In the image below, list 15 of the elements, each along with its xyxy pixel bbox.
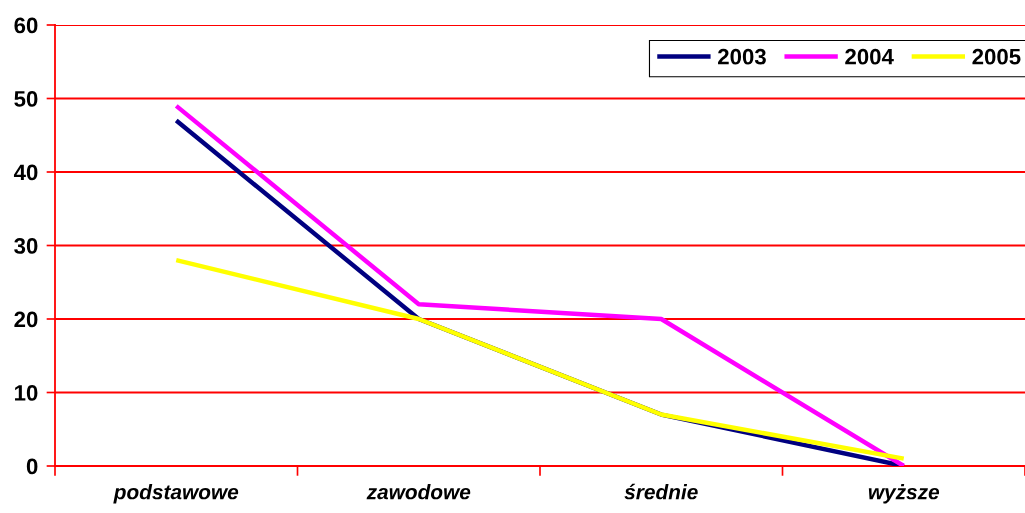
legend-label: 2004 bbox=[845, 48, 894, 65]
y-tick-label: 0 bbox=[26, 458, 38, 475]
legend-label: 2005 bbox=[972, 48, 1021, 65]
x-tick-label: podstawowe bbox=[113, 484, 239, 504]
x-tick-label: wyższe bbox=[868, 484, 940, 504]
y-tick-label: 10 bbox=[15, 385, 38, 401]
y-tick-label: 40 bbox=[13, 164, 38, 181]
y-tick-label: 60 bbox=[14, 17, 38, 34]
line-series bbox=[174, 257, 906, 461]
legend-label: 2003 bbox=[718, 48, 766, 65]
y-tick-label: 30 bbox=[14, 238, 38, 254]
y-tick-label: 20 bbox=[14, 311, 38, 328]
y-tick-label: 50 bbox=[14, 91, 38, 107]
x-tick-label: średnie bbox=[624, 483, 698, 500]
x-tick-label: zawodowe bbox=[366, 484, 471, 500]
